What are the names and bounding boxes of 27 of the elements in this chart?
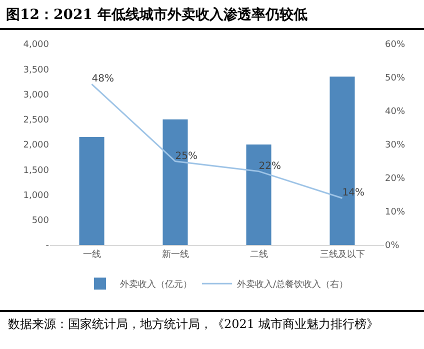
bar: [79, 136, 104, 245]
y-tick-label: 500: [32, 216, 50, 226]
x-tick-label: 二线: [250, 248, 268, 260]
y-tick-label: 1,000: [23, 190, 50, 201]
y2-tick-label: 50%: [385, 74, 406, 84]
y-tick-label: 3,000: [23, 90, 50, 100]
y2-tick-label: 40%: [385, 107, 406, 118]
y-tick-label: -: [46, 241, 49, 252]
x-tick-label: 一线: [82, 248, 101, 260]
line-series: [91, 83, 343, 199]
y2-tick-label: 20%: [385, 174, 406, 184]
y2-tick-label: 60%: [385, 40, 406, 50]
y2-tick-label: 30%: [385, 140, 406, 151]
legend-label: 外卖收入（亿元）: [120, 279, 192, 290]
legend-label: 外卖收入/总餐饮收入（右）: [237, 279, 348, 290]
y-tick-label: 2,000: [23, 140, 50, 151]
y2-tick-label: 0%: [385, 241, 400, 252]
chart-title: 图12：2021 年低线城市外卖收入渗透率仍较低: [0, 0, 424, 30]
data-label: 48%: [92, 74, 114, 85]
y-tick-label: 1,500: [23, 166, 50, 176]
y-tick-label: 3,500: [23, 65, 50, 76]
x-tick-label: 新一线: [162, 248, 189, 260]
y2-tick-label: 10%: [385, 208, 406, 218]
source-note: 数据来源：国家统计局，地方统计局，《2021 城市商业魅力排行榜》: [0, 310, 424, 337]
y-tick-label: 2,500: [23, 116, 50, 126]
x-tick-label: 三线及以下: [320, 248, 365, 260]
y-tick-label: 4,000: [23, 40, 50, 50]
